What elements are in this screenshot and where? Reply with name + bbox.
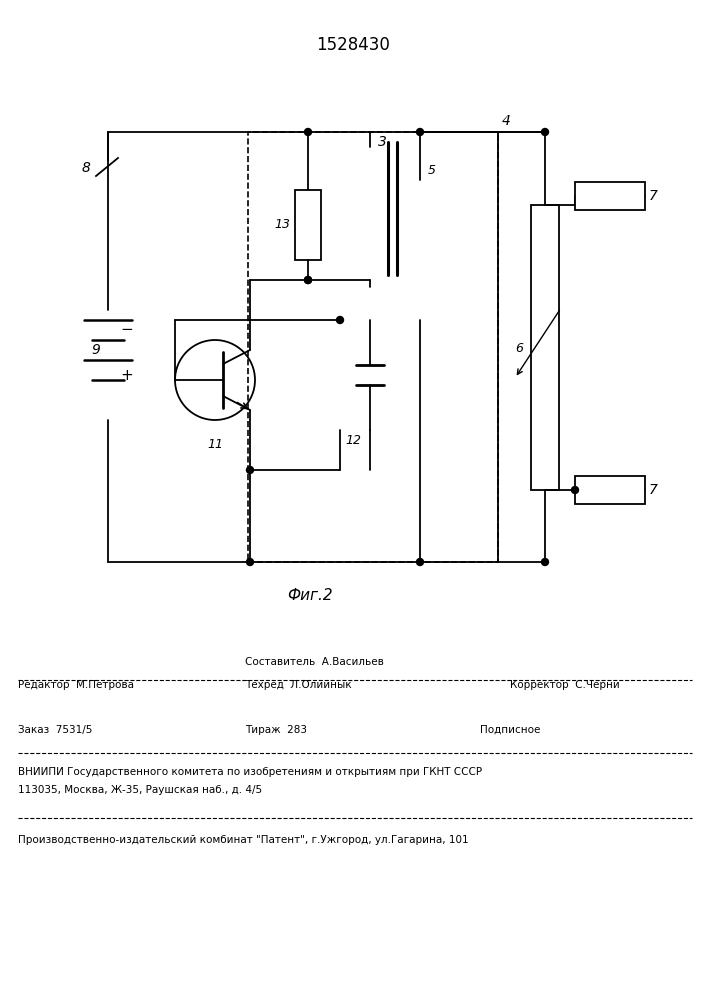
Text: Фиг.2: Фиг.2 (287, 587, 333, 602)
Text: Составитель  А.Васильев: Составитель А.Васильев (245, 657, 384, 667)
Text: 1528430: 1528430 (316, 36, 390, 54)
Text: ВНИИПИ Государственного комитета по изобретениям и открытиям при ГКНТ СССР: ВНИИПИ Государственного комитета по изоб… (18, 767, 482, 777)
Bar (295, 190, 321, 260)
Text: 3: 3 (378, 135, 387, 149)
Circle shape (305, 128, 312, 135)
Circle shape (247, 466, 254, 474)
Circle shape (542, 128, 549, 135)
Text: 7: 7 (649, 189, 658, 203)
Circle shape (416, 558, 423, 566)
Text: Заказ  7531/5: Заказ 7531/5 (18, 725, 93, 735)
Text: Техред  Л.Олийнык: Техред Л.Олийнык (245, 680, 351, 690)
Text: 5: 5 (428, 163, 436, 176)
Bar (575, 182, 645, 210)
Text: Производственно-издательский комбинат "Патент", г.Ужгород, ул.Гагарина, 101: Производственно-издательский комбинат "П… (18, 835, 469, 845)
Text: 11: 11 (207, 438, 223, 452)
Circle shape (305, 276, 312, 284)
Text: 12: 12 (345, 434, 361, 446)
Text: 9: 9 (91, 343, 100, 357)
Text: 8: 8 (81, 161, 90, 175)
Text: −: − (120, 322, 133, 338)
Bar (575, 476, 645, 504)
Text: Тираж  283: Тираж 283 (245, 725, 307, 735)
Text: 6: 6 (515, 342, 523, 355)
Text: 113035, Москва, Ж-35, Раушская наб., д. 4/5: 113035, Москва, Ж-35, Раушская наб., д. … (18, 785, 262, 795)
Circle shape (337, 316, 344, 324)
Circle shape (571, 487, 578, 493)
Bar (531, 205, 559, 490)
Text: 4: 4 (502, 114, 511, 128)
Text: +: + (120, 367, 133, 382)
Text: Корректор  С.Черни: Корректор С.Черни (510, 680, 620, 690)
Circle shape (247, 558, 254, 566)
Circle shape (416, 128, 423, 135)
Text: 7: 7 (649, 483, 658, 497)
Text: Редактор  М.Петрова: Редактор М.Петрова (18, 680, 134, 690)
Bar (248, 132, 498, 562)
Text: 13: 13 (274, 219, 290, 232)
Circle shape (305, 276, 312, 284)
Text: Подписное: Подписное (480, 725, 540, 735)
Circle shape (542, 558, 549, 566)
